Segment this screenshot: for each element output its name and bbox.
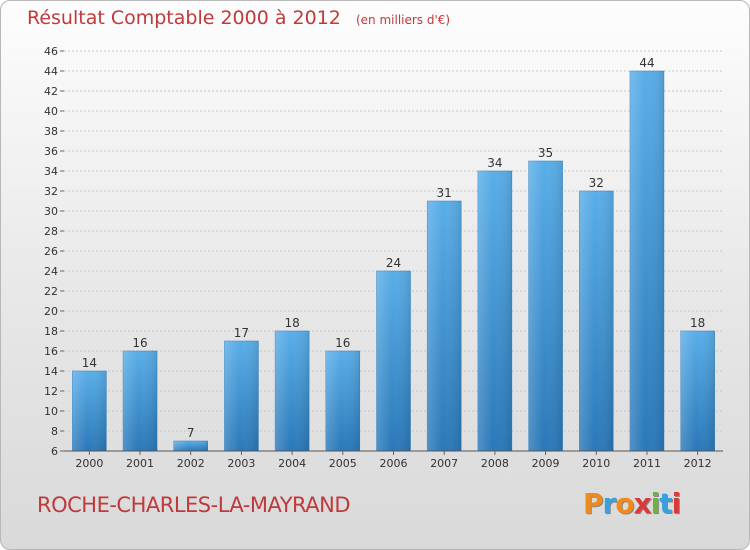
y-tick-label: 20 [44, 305, 58, 318]
y-tick-label: 6 [51, 445, 58, 458]
x-tick-label: 2002 [177, 457, 205, 470]
data-label: 32 [589, 176, 604, 190]
y-tick-label: 18 [44, 325, 58, 338]
bar-shine [427, 201, 462, 451]
data-label: 35 [538, 146, 553, 160]
data-label: 34 [487, 156, 502, 170]
bar-shine [376, 271, 411, 451]
y-tick-label: 38 [44, 125, 58, 138]
y-tick-label: 12 [44, 385, 58, 398]
y-tick-label: 14 [44, 365, 58, 378]
bar-shine [579, 191, 614, 451]
x-tick-label: 2004 [278, 457, 306, 470]
bar-shine [173, 441, 208, 451]
data-label: 24 [386, 256, 401, 270]
y-tick-label: 30 [44, 205, 58, 218]
y-tick-label: 32 [44, 185, 58, 198]
bar-shine [629, 71, 664, 451]
data-label: 14 [82, 356, 97, 370]
bar-shine [123, 351, 158, 451]
y-tick-label: 22 [44, 285, 58, 298]
y-tick-label: 16 [44, 345, 58, 358]
chart-title-unit: (en milliers d'€) [355, 13, 451, 27]
logo-letter: t [659, 487, 672, 520]
place-name: ROCHE-CHARLES-LA-MAYRAND [37, 493, 351, 517]
y-axis-ticks: 6 8 10 12 14 16 18 20 22 24 26 28 30 32 34 36 38 40 42 44 46 [44, 45, 64, 458]
y-tick-label: 36 [44, 145, 58, 158]
bar-shine [224, 341, 259, 451]
x-axis-ticks: 2000 2001 2002 2003 2004 2005 2006 2007 2008 2009… [75, 451, 712, 470]
x-tick-label: 2008 [481, 457, 509, 470]
y-tick-label: 26 [44, 245, 58, 258]
y-tick-label: 8 [51, 425, 58, 438]
y-tick-label: 10 [44, 405, 58, 418]
chart-title: Résultat Comptable 2000 à 2012 (en milli… [27, 7, 450, 29]
x-tick-label: 2001 [126, 457, 154, 470]
y-tick-label: 44 [44, 65, 58, 78]
logo-letter: r [602, 487, 617, 520]
bar-shine [325, 351, 360, 451]
bar-shine [275, 331, 310, 451]
y-tick-label: 24 [44, 265, 58, 278]
proxiti-logo[interactable]: Proxiti [583, 487, 682, 520]
y-tick-label: 28 [44, 225, 58, 238]
y-tick-label: 42 [44, 85, 58, 98]
x-tick-label: 2010 [582, 457, 610, 470]
x-tick-label: 2000 [75, 457, 103, 470]
x-tick-label: 2012 [684, 457, 712, 470]
data-label: 7 [187, 426, 195, 440]
bars [72, 70, 715, 452]
x-tick-label: 2006 [380, 457, 408, 470]
data-labels: 14 16 7 17 18 16 24 31 34 35 32 44 18 [82, 56, 706, 440]
data-label: 18 [690, 316, 705, 330]
logo-letter: i [650, 487, 661, 520]
x-tick-label: 2003 [227, 457, 255, 470]
x-tick-label: 2007 [430, 457, 458, 470]
data-label: 16 [335, 336, 350, 350]
y-tick-label: 40 [44, 105, 58, 118]
x-tick-label: 2011 [633, 457, 661, 470]
data-label: 16 [132, 336, 147, 350]
y-tick-label: 34 [44, 165, 58, 178]
data-label: 18 [284, 316, 299, 330]
logo-letter: P [583, 487, 604, 520]
bar-shine [72, 371, 107, 451]
bar-shine [528, 161, 563, 451]
x-tick-label: 2009 [532, 457, 560, 470]
logo-letter: o [615, 487, 634, 520]
data-label: 31 [437, 186, 452, 200]
logo-letter: i [671, 487, 682, 520]
chart-title-main: Résultat Comptable 2000 à 2012 [27, 7, 341, 29]
bar-shine [477, 171, 512, 451]
data-label: 17 [234, 326, 249, 340]
y-tick-label: 46 [44, 45, 58, 58]
data-label: 44 [639, 56, 654, 70]
x-tick-label: 2005 [329, 457, 357, 470]
bar-shine [680, 331, 715, 451]
logo-letter: x [633, 487, 652, 520]
